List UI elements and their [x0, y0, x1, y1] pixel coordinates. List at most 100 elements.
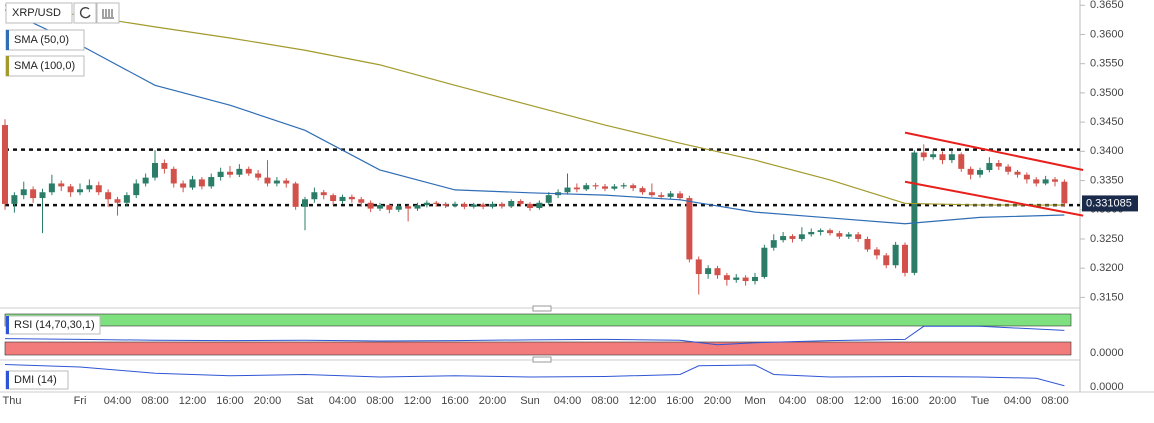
candle-body [67, 186, 74, 193]
candle-body [161, 163, 168, 169]
candle-body [452, 203, 458, 206]
candle-body [536, 202, 543, 209]
candle-body [686, 198, 693, 260]
refresh-icon [79, 6, 91, 19]
candle-body [705, 268, 712, 275]
candle-body [20, 189, 27, 196]
candle-body [2, 125, 8, 204]
candle-body [255, 173, 262, 178]
x-tick-label: 08:00 [591, 395, 619, 407]
candle-body [198, 179, 205, 187]
candle-body [105, 192, 112, 200]
candle-body [311, 192, 318, 200]
x-tick-label: Mon [744, 395, 765, 407]
candle-body [470, 204, 477, 207]
candle-body [939, 154, 946, 161]
x-tick-label: 12:00 [404, 395, 432, 407]
candle-body [911, 152, 918, 273]
legend-swatch [6, 30, 9, 50]
panel-handle[interactable] [532, 305, 552, 312]
legend: XRP/USD SMA (50,0) SMA (100,0) RSI (14,7… [5, 2, 120, 390]
candle-body [283, 180, 290, 184]
candle-body [967, 168, 974, 175]
trend-line [904, 131, 1084, 172]
candle-body [358, 199, 365, 203]
candle-body [798, 234, 805, 239]
settings-button[interactable] [96, 2, 120, 24]
candle-body [761, 247, 768, 277]
y-tick-label: 0.3350 [1090, 174, 1124, 186]
candle-body [264, 177, 271, 184]
x-tick-label: 04:00 [329, 395, 357, 407]
symbol-box[interactable] [5, 2, 73, 24]
candle-body [489, 203, 496, 207]
candle-body [827, 230, 833, 234]
refresh-button[interactable] [73, 2, 97, 24]
candle-body [545, 195, 552, 203]
candle-body [77, 189, 83, 193]
symbol: XRP/USD [12, 7, 61, 19]
y-tick-label: 0.3450 [1090, 116, 1124, 128]
panel-handle[interactable] [532, 356, 552, 363]
candle-body [602, 186, 608, 189]
x-tick-label: 08:00 [141, 395, 169, 407]
candle-body [48, 183, 55, 193]
candle-body [714, 268, 721, 276]
candle-body [1023, 174, 1030, 180]
candle-body [695, 259, 702, 275]
rsi-overbought-band [4, 313, 1072, 327]
candle-body [977, 170, 983, 175]
candle-body [564, 187, 571, 193]
candle-body [461, 203, 468, 207]
candle-body [86, 185, 93, 190]
settings-icon [102, 9, 114, 19]
candle-body [883, 255, 890, 266]
candle-body [273, 180, 280, 184]
x-tick-label: 16:00 [891, 395, 919, 407]
rsi-oversold-band [4, 341, 1072, 356]
candle-body [367, 202, 374, 209]
candle-body [658, 195, 665, 197]
candle-body [630, 185, 637, 189]
candle-body [395, 206, 402, 210]
x-tick-label: 20:00 [704, 395, 732, 407]
candle-body [236, 168, 243, 175]
sma-line [4, 9, 1065, 225]
candle-body [189, 179, 196, 188]
candle-body [873, 249, 880, 256]
candle-body [142, 177, 149, 184]
candle-body [648, 192, 655, 196]
dmi-line [4, 364, 1065, 387]
candle-body [58, 183, 65, 187]
y-tick-label: 0.3600 [1090, 28, 1124, 40]
candle-body [667, 193, 674, 197]
candle-body [114, 199, 121, 203]
indicator-label: RSI (14,70,30,1) [14, 319, 95, 331]
x-tick-label: 12:00 [629, 395, 657, 407]
candle-body [245, 168, 252, 174]
candle-body [442, 203, 449, 206]
candle-body [1014, 171, 1021, 175]
legend-label: SMA (50,0) [14, 34, 69, 46]
x-tick-label: Sat [297, 395, 314, 407]
x-tick-label: Fri [74, 395, 87, 407]
y-tick-label: 0.3650 [1090, 0, 1124, 11]
y-tick-label: 0.3150 [1090, 291, 1124, 303]
candle-body [611, 186, 618, 189]
candle-body [480, 204, 487, 207]
candle-body [208, 177, 215, 187]
candle-body [330, 195, 337, 201]
price-tag-label: 0.331085 [1086, 197, 1132, 209]
candle-body [573, 187, 580, 190]
y-tick-label: 0.3200 [1090, 262, 1124, 274]
candle-body [864, 238, 871, 250]
x-tick-label: 04:00 [1004, 395, 1032, 407]
indicator-swatch [6, 371, 9, 389]
x-tick-label: 20:00 [254, 395, 282, 407]
candle-body [508, 200, 515, 207]
candle-body [1042, 179, 1049, 184]
candle-body [723, 275, 730, 280]
candle-body [11, 195, 18, 204]
candle-body [227, 171, 233, 175]
